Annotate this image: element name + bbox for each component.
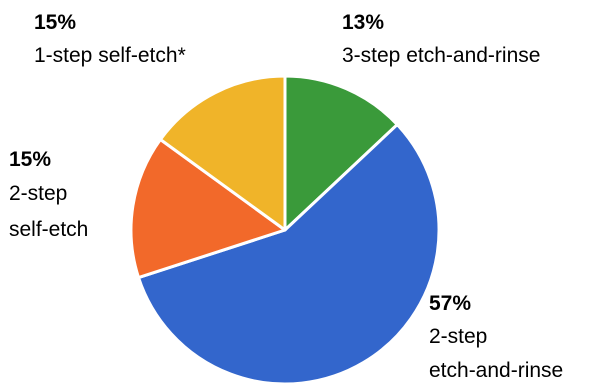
slice-percent-3-step-etch-and-rinse: 13% [342,11,384,34]
pie-slices [129,74,441,384]
pie-slice-3-step-etch-and-rinse [283,74,399,232]
pie-slice-2-step-etch-and-rinse [137,123,441,384]
slice-percent-2-step-etch-and-rinse: 57% [429,292,471,315]
slice-label-1-step-self-etch: 1-step self-etch* [34,44,186,67]
slice-percent-1-step-self-etch: 15% [34,11,76,34]
slice-percent-2-step-self-etch: 15% [9,148,51,171]
slice-label-2-step-self-etch-line1: 2-step [9,182,67,205]
slice-label-2-step-etch-and-rinse-line1: 2-step [429,325,487,348]
pie-slice-2-step-self-etch [129,137,287,280]
slice-label-2-step-self-etch-line2: self-etch [9,218,88,241]
slice-label-3-step-etch-and-rinse: 3-step etch-and-rinse [342,44,540,67]
slice-label-2-step-etch-and-rinse-line2: etch-and-rinse [429,359,563,382]
pie-slice-1-step-self-etch [158,74,287,232]
